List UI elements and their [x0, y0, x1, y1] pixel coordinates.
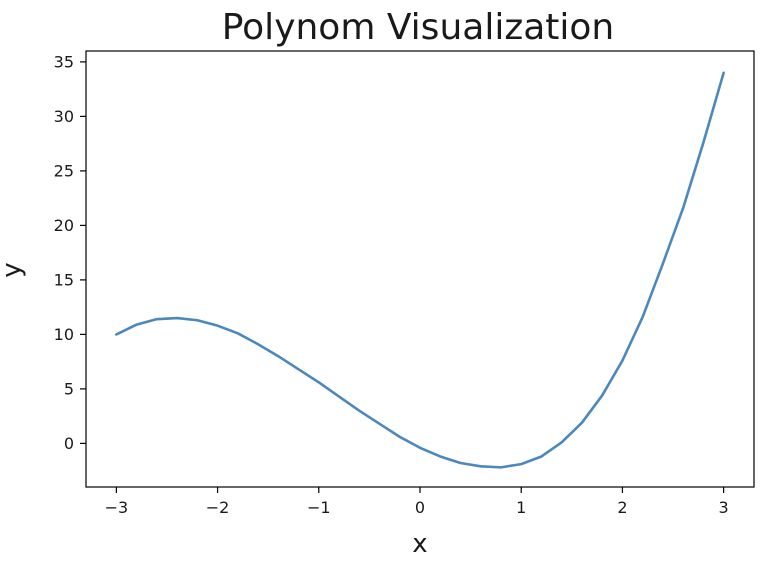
y-tick-label: 35	[54, 52, 74, 71]
plot-area	[85, 50, 755, 488]
y-tick-label: 20	[54, 216, 74, 235]
x-tick-label: 2	[617, 498, 627, 517]
y-axis-label: y	[0, 262, 27, 277]
y-tick-label: 15	[54, 270, 74, 289]
y-tick-label: 30	[54, 107, 74, 126]
y-tick-label: 25	[54, 161, 74, 180]
chart-title: Polynom Visualization	[222, 7, 615, 48]
x-tick-label: 1	[516, 498, 526, 517]
x-tick-label: 3	[719, 498, 729, 517]
y-tick-label: 10	[54, 325, 74, 344]
y-tick-label: 5	[64, 379, 74, 398]
y-tick-label: 0	[64, 434, 74, 453]
plot-frame	[85, 50, 755, 488]
x-tick-label: −2	[206, 498, 230, 517]
x-tick-label: 0	[415, 498, 425, 517]
x-tick-label: −3	[105, 498, 129, 517]
x-tick-label: −1	[307, 498, 331, 517]
polynomial-curve	[115, 71, 725, 469]
x-axis-ticks: −3 −2 −1 0 1 2 3	[105, 487, 729, 517]
y-axis-ticks: 0 5 10 15 20 25 30 35	[54, 52, 86, 453]
x-axis-label: x	[412, 529, 427, 559]
